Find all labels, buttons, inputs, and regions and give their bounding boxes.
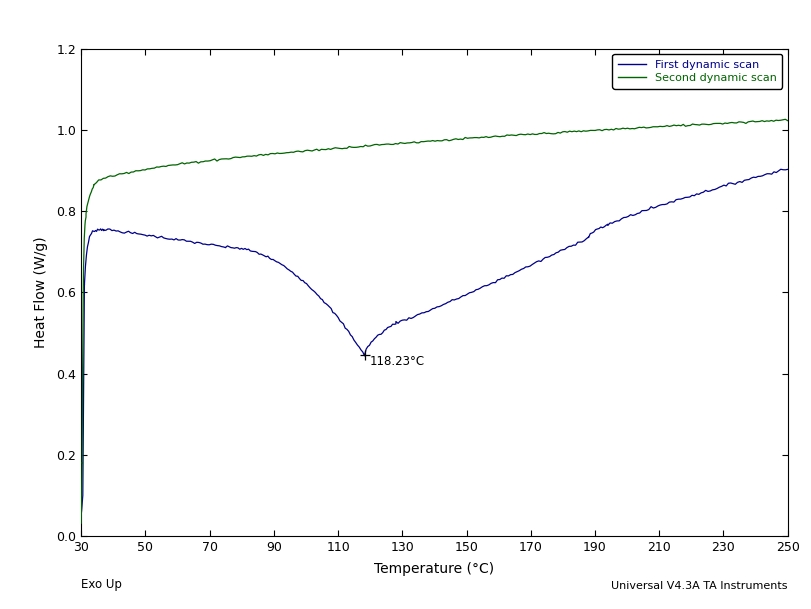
Text: Exo Up: Exo Up — [81, 578, 122, 591]
Text: 118.23°C: 118.23°C — [369, 356, 424, 368]
Y-axis label: Heat Flow (W/g): Heat Flow (W/g) — [34, 236, 48, 348]
Legend: First dynamic scan, Second dynamic scan: First dynamic scan, Second dynamic scan — [611, 54, 781, 89]
X-axis label: Temperature (°C): Temperature (°C) — [374, 562, 494, 576]
Text: Universal V4.3A TA Instruments: Universal V4.3A TA Instruments — [611, 581, 787, 591]
